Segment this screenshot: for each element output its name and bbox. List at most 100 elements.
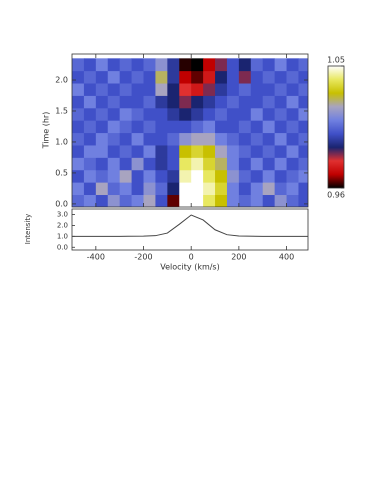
heat-cell — [262, 120, 276, 134]
heat-cell — [143, 169, 156, 183]
heat-cell — [95, 70, 109, 84]
heat-cell — [95, 145, 109, 158]
heat-cell — [250, 83, 264, 96]
heat-cell — [191, 107, 204, 121]
heat-cell — [83, 132, 97, 146]
heat-cell — [274, 157, 287, 171]
heat-cell — [72, 107, 85, 121]
heat-cell — [238, 107, 252, 121]
heat-cell — [167, 157, 180, 171]
heat-cell — [274, 194, 287, 207]
heat-cell — [179, 169, 192, 183]
x-tick-label: 400 — [279, 253, 294, 262]
heat-cell — [191, 95, 204, 109]
heat-cell — [95, 182, 109, 196]
plot-frame — [71, 208, 309, 251]
heat-cell — [215, 169, 228, 183]
heat-cell — [179, 157, 192, 171]
heat-cell — [203, 194, 216, 207]
heat-cell — [203, 107, 216, 121]
heat-cell — [83, 70, 97, 84]
heat-cell — [262, 194, 276, 207]
heat-cell — [191, 182, 204, 196]
heat-cell — [215, 157, 228, 171]
heat-cell — [203, 182, 216, 196]
heat-cell — [191, 132, 204, 146]
y-tick-label: 0.0 — [55, 199, 68, 208]
x-tick-label: -400 — [87, 253, 105, 262]
heat-cell — [286, 132, 299, 146]
heat-cell — [155, 107, 168, 121]
heat-cell — [83, 182, 97, 196]
heat-cell — [83, 58, 97, 72]
y-tick-label: 2.0 — [55, 76, 68, 85]
heat-cell — [72, 95, 85, 109]
heat-cell — [250, 182, 264, 196]
heat-cell — [155, 194, 168, 207]
heat-cell — [72, 169, 85, 183]
heat-cell — [167, 58, 180, 72]
heat-cell — [83, 120, 97, 134]
heat-cell — [119, 145, 132, 158]
heat-cell — [119, 120, 132, 134]
heat-cell — [143, 120, 156, 134]
heat-cell — [238, 58, 252, 72]
heat-cell — [107, 194, 121, 207]
heat-cell — [83, 95, 97, 109]
heat-cell — [131, 132, 144, 146]
heat-cell — [203, 70, 216, 84]
y-tick-label: 2.0 — [57, 221, 68, 229]
heat-cell — [155, 95, 168, 109]
heat-cell — [95, 157, 109, 171]
heat-cell — [155, 182, 168, 196]
heat-cell — [226, 157, 240, 171]
heat-cell — [179, 182, 192, 196]
heat-cell — [215, 120, 228, 134]
heat-cell — [83, 83, 97, 96]
heat-cell — [143, 107, 156, 121]
heat-cell — [155, 58, 168, 72]
heat-cell — [262, 182, 276, 196]
heat-cell — [107, 145, 121, 158]
heat-cell — [298, 169, 308, 183]
heat-cell — [119, 70, 132, 84]
heat-cell — [226, 95, 240, 109]
heat-cell — [119, 132, 132, 146]
heat-cell — [286, 145, 299, 158]
heat-cell — [274, 107, 287, 121]
heat-cell — [274, 132, 287, 146]
heat-cell — [250, 58, 264, 72]
heat-cell — [83, 194, 97, 207]
heat-cell — [274, 120, 287, 134]
heat-cell — [155, 157, 168, 171]
heat-cell — [131, 95, 144, 109]
heat-cell — [262, 70, 276, 84]
heat-cell — [298, 70, 308, 84]
heat-cell — [226, 83, 240, 96]
heat-cell — [203, 169, 216, 183]
line — [72, 214, 308, 237]
heat-cell — [155, 120, 168, 134]
heat-cell — [262, 107, 276, 121]
heat-cell — [203, 83, 216, 96]
heat-cell — [191, 58, 204, 72]
heat-cell — [274, 145, 287, 158]
heat-cell — [155, 132, 168, 146]
heat-cell — [215, 107, 228, 121]
heat-cell — [262, 58, 276, 72]
heat-cell — [262, 145, 276, 158]
heat-cell — [238, 182, 252, 196]
heat-cell — [107, 132, 121, 146]
heat-cell — [226, 182, 240, 196]
heat-cell — [95, 58, 109, 72]
heat-cell — [119, 58, 132, 72]
heat-cell — [286, 95, 299, 109]
heat-cell — [238, 70, 252, 84]
heat-cell — [131, 120, 144, 134]
heat-cell — [286, 83, 299, 96]
heat-cell — [203, 58, 216, 72]
heat-cell — [250, 145, 264, 158]
heat-cell — [191, 169, 204, 183]
heat-cell — [298, 157, 308, 171]
